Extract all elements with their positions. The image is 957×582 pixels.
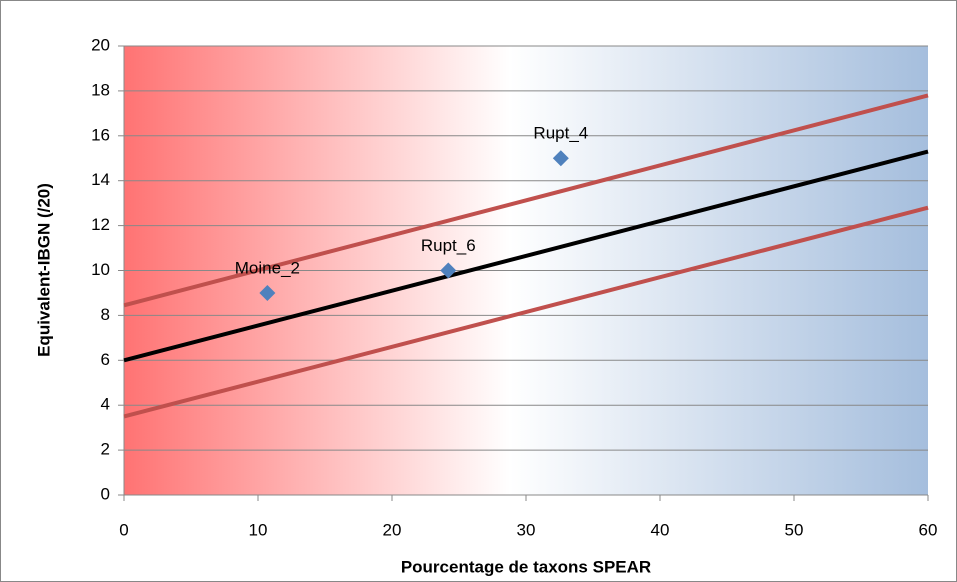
x-tick-label: 40 — [651, 520, 670, 539]
y-tick-label: 14 — [91, 170, 110, 189]
point-label: Rupt_6 — [421, 236, 476, 255]
trend-line — [123, 149, 929, 363]
trend-line — [123, 205, 929, 419]
x-tick-label: 50 — [785, 520, 804, 539]
x-tick-label: 60 — [919, 520, 938, 539]
y-axis-label: Equivalent-IBGN (/20) — [34, 183, 53, 357]
y-tick-label: 12 — [91, 215, 110, 234]
x-tick-label: 0 — [119, 520, 128, 539]
y-tick-label: 10 — [91, 260, 110, 279]
point — [259, 284, 276, 301]
point — [552, 150, 569, 167]
y-tick-label: 6 — [101, 350, 110, 369]
y-tick-label: 2 — [101, 440, 110, 459]
y-tick-label: 8 — [101, 305, 110, 324]
point-label: Rupt_4 — [533, 124, 588, 143]
y-tick-label: 4 — [101, 395, 110, 414]
trend-line — [123, 93, 929, 308]
x-tick-label: 30 — [517, 520, 536, 539]
x-tick-label: 20 — [383, 520, 402, 539]
y-tick-label: 20 — [91, 35, 110, 54]
y-tick-label: 0 — [101, 484, 110, 503]
y-tick-label: 16 — [91, 125, 110, 144]
y-tick-label: 18 — [91, 80, 110, 99]
point — [440, 262, 457, 279]
point-label: Moine_2 — [235, 258, 300, 277]
x-tick-label: 10 — [249, 520, 268, 539]
x-axis-label: Pourcentage de taxons SPEAR — [401, 557, 651, 576]
